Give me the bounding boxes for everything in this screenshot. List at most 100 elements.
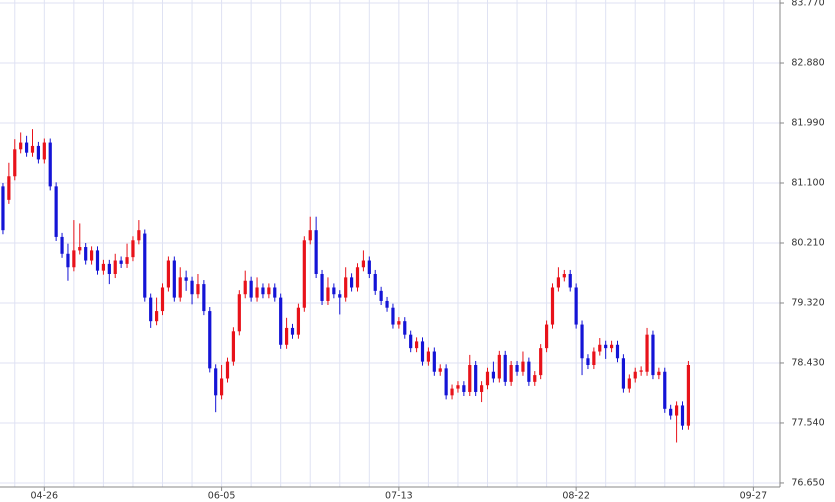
candle-body	[225, 361, 230, 379]
candle-body	[680, 405, 685, 426]
candle-body	[515, 364, 519, 372]
candle-body	[349, 277, 354, 288]
candle-body	[639, 370, 643, 372]
candle-body	[72, 250, 76, 268]
candle-body	[125, 257, 129, 264]
candle-body	[160, 287, 165, 312]
candle-body	[149, 297, 153, 322]
candle-body	[267, 287, 271, 295]
candle-body	[627, 378, 631, 389]
candle-body	[1, 186, 5, 231]
candle-body	[663, 371, 667, 409]
candle-body	[468, 364, 472, 392]
candle-body	[491, 371, 496, 379]
y-tick-label: 80.210	[791, 237, 824, 248]
candle-body	[367, 260, 371, 275]
x-tick-label: 06-05	[208, 491, 236, 502]
candle-body	[302, 240, 306, 308]
candle-body	[255, 287, 259, 298]
candle-body	[60, 236, 64, 254]
candle-body	[420, 341, 425, 362]
candle-body	[527, 361, 531, 382]
candle-body	[24, 142, 29, 153]
candle-body	[249, 280, 253, 298]
candle-body	[237, 294, 241, 332]
candle-body	[674, 405, 679, 416]
candle-body	[214, 368, 218, 396]
candle-body	[84, 247, 88, 261]
y-tick-label: 82.880	[791, 58, 824, 69]
candle-body	[172, 260, 176, 298]
candle-body	[202, 284, 206, 312]
candle-body	[414, 341, 419, 349]
x-tick-label: 08-22	[562, 491, 590, 502]
candle-body	[208, 311, 212, 369]
candle-body	[409, 334, 413, 349]
candle-body	[479, 385, 484, 392]
candle-body	[686, 364, 691, 426]
candle-body	[521, 361, 525, 372]
y-tick-label: 78.430	[791, 357, 824, 368]
candle-body	[609, 344, 614, 349]
candle-body	[119, 260, 123, 264]
candle-body	[379, 290, 383, 301]
candle-body	[651, 334, 655, 376]
candle-body	[284, 327, 289, 345]
candle-body	[131, 240, 135, 258]
candle-body	[657, 371, 661, 376]
candle-body	[361, 260, 366, 268]
candle-body	[550, 287, 555, 325]
candle-body	[580, 324, 584, 359]
candle-body	[598, 344, 602, 352]
candle-body	[332, 287, 336, 295]
y-tick-label: 77.540	[791, 417, 824, 428]
candle-body	[574, 287, 578, 325]
candle-body	[556, 277, 561, 288]
candle-body	[509, 364, 513, 382]
candle-body	[432, 351, 436, 372]
candle-body	[338, 294, 342, 298]
candle-body	[373, 274, 377, 291]
candle-body	[54, 186, 58, 237]
candle-body	[290, 327, 295, 335]
candle-body	[615, 344, 620, 359]
candle-body	[113, 260, 117, 275]
candle-body	[296, 307, 301, 335]
candle-body	[474, 364, 478, 392]
candle-body	[462, 385, 466, 392]
candle-body	[279, 297, 283, 345]
x-tick-label: 07-13	[385, 491, 413, 502]
candle-body	[320, 274, 324, 301]
candle-body	[219, 378, 224, 396]
candle-body	[95, 250, 100, 271]
candle-body	[42, 142, 46, 160]
candle-body	[326, 287, 330, 301]
y-tick-label: 79.320	[791, 297, 824, 308]
candle-body	[273, 287, 277, 298]
candle-body	[154, 311, 159, 322]
candle-body	[36, 145, 41, 160]
x-tick-label: 04-26	[31, 491, 59, 502]
candle-body	[503, 354, 507, 382]
candle-body	[243, 280, 247, 295]
x-tick-label: 09-27	[740, 491, 768, 502]
candle-body	[66, 253, 70, 268]
candle-body	[426, 351, 431, 362]
y-tick-label: 81.100	[791, 178, 824, 189]
candle-body	[533, 375, 537, 382]
candle-body	[604, 344, 608, 349]
candle-body	[137, 230, 141, 241]
candle-body	[7, 176, 11, 200]
candle-body	[30, 145, 35, 153]
candle-body	[485, 371, 490, 386]
candle-body	[397, 321, 401, 325]
y-tick-label: 81.990	[791, 118, 824, 129]
y-tick-label: 76.650	[791, 477, 824, 488]
candle-body	[592, 351, 596, 365]
candle-body	[184, 277, 188, 281]
candle-body	[403, 321, 407, 335]
candle-body	[19, 142, 23, 150]
candle-body	[13, 149, 17, 177]
